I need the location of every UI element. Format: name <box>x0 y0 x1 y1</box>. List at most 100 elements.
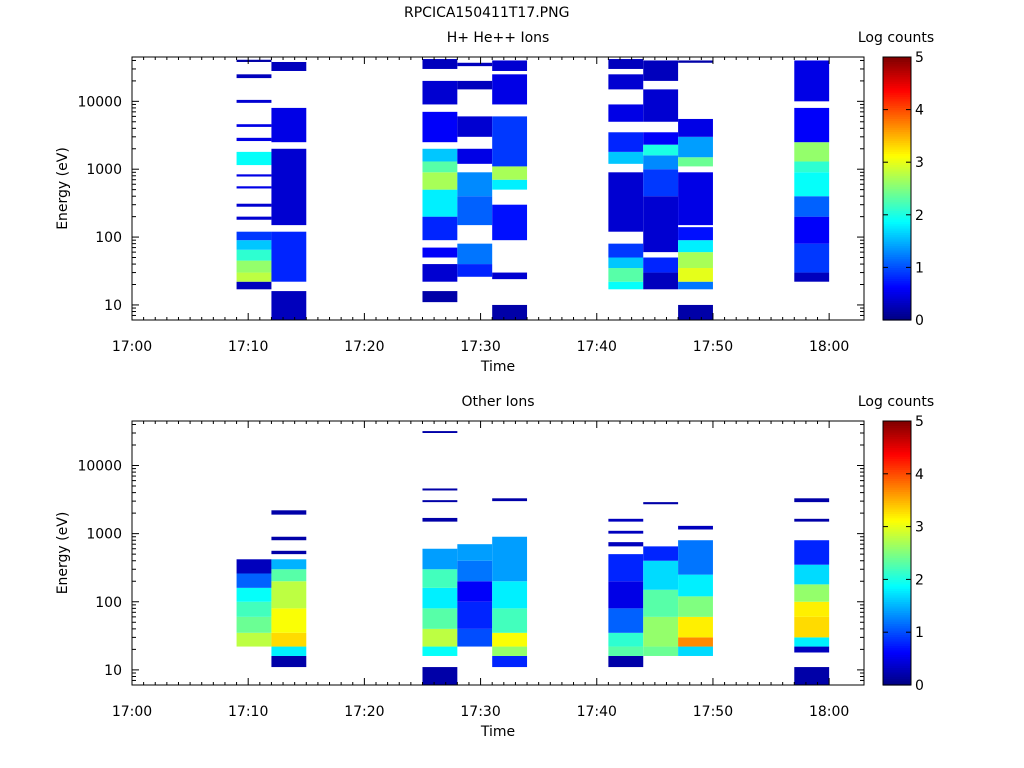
heatmap-cell <box>236 573 272 588</box>
x-axis-label: Time <box>480 359 515 375</box>
colorbar-segment <box>883 429 911 433</box>
colorbar-segment <box>883 550 911 554</box>
heatmap-cell <box>794 498 830 503</box>
plot-frame-2 <box>131 420 865 686</box>
colorbar-segment <box>883 678 911 682</box>
heatmap-cell <box>236 601 272 617</box>
colorbar-segment <box>883 597 911 600</box>
colorbar-segment <box>883 652 911 655</box>
colorbar-segment <box>883 83 911 87</box>
colorbar-segment <box>883 98 911 102</box>
colorbar-segment <box>883 680 911 684</box>
colorbar-segment <box>883 495 911 499</box>
heatmap-cell <box>678 646 713 656</box>
heatmap-cell <box>457 560 493 582</box>
colorbar-segment <box>883 555 911 558</box>
heatmap-cell <box>236 216 272 220</box>
colorbar-segment <box>883 654 911 657</box>
colorbar-segment <box>883 164 911 168</box>
colorbar-segment <box>883 300 911 304</box>
heatmap-cell <box>678 157 713 167</box>
heatmap-cell <box>236 616 272 633</box>
heatmap-cell <box>236 186 272 189</box>
colorbar-frame <box>882 420 912 686</box>
colorbar-segment <box>883 258 911 262</box>
colorbar-segment <box>883 509 911 512</box>
heatmap-cell <box>678 596 713 617</box>
colorbar-segment <box>883 181 911 185</box>
colorbar-segment <box>883 236 911 240</box>
y-tick-label: 10 <box>104 663 122 679</box>
heatmap-cell <box>271 231 307 282</box>
colorbar-segment <box>883 581 911 585</box>
heatmap-cell <box>422 59 458 69</box>
panel-title: H+ He++ Ions <box>447 30 550 46</box>
colorbar-segment <box>883 265 911 268</box>
colorbar-segment <box>883 621 911 624</box>
heatmap-cell <box>678 172 713 226</box>
colorbar-segment <box>883 451 911 455</box>
colorbar-segment <box>883 282 911 286</box>
heatmap-cell <box>271 608 307 633</box>
colorbar-segment <box>883 278 911 282</box>
heatmap-cell <box>271 536 307 541</box>
colorbar-segment <box>883 522 911 525</box>
colorbar-segment <box>883 577 911 580</box>
x-tick-label: 17:10 <box>228 339 268 355</box>
heatmap-cell <box>236 174 272 177</box>
colorbar-segment <box>883 267 911 271</box>
heatmap-cell <box>794 272 830 282</box>
heatmap-cell <box>422 569 458 588</box>
heatmap-cell <box>794 196 830 217</box>
colorbar-segment <box>883 645 911 649</box>
heatmap-cell <box>643 132 679 145</box>
colorbar-tick-label: 1 <box>915 260 924 276</box>
heatmap-cell <box>794 667 830 685</box>
y-tick-label: 1000 <box>86 527 122 543</box>
heatmap-cell <box>271 559 307 570</box>
heatmap-cell <box>794 243 830 273</box>
colorbar-segment <box>883 155 911 159</box>
heatmap-cell <box>457 581 493 602</box>
colorbar-segment <box>883 238 911 242</box>
colorbar-segment <box>883 298 911 301</box>
colorbar-segment <box>883 482 911 486</box>
heatmap-cell <box>422 667 458 685</box>
heatmap-cell <box>794 637 830 647</box>
colorbar-segment <box>883 276 911 279</box>
colorbar-segment <box>883 57 911 60</box>
heatmap-cell <box>608 530 644 534</box>
colorbar-segment <box>883 254 911 258</box>
colorbar-segment <box>883 232 911 236</box>
colorbar-segment <box>883 234 911 238</box>
colorbar-segment <box>883 120 911 124</box>
colorbar-label: Log counts <box>858 394 934 410</box>
colorbar-segment <box>883 72 911 76</box>
colorbar-segment <box>883 113 911 117</box>
colorbar-segment <box>883 546 911 550</box>
heatmap-cell <box>271 291 307 320</box>
colorbar-segment <box>883 608 911 611</box>
heatmap-cell <box>271 107 307 143</box>
heatmap-cell <box>422 628 458 647</box>
heatmap-cell <box>678 574 713 597</box>
colorbar-segment <box>883 542 911 545</box>
colorbar-segment <box>883 465 911 468</box>
colorbar-segment <box>883 627 911 631</box>
colorbar-segment <box>883 175 911 179</box>
heatmap-cell <box>492 632 528 647</box>
heatmap-cell <box>608 151 644 164</box>
colorbar-segment <box>883 122 911 126</box>
colorbar-segment <box>883 643 911 646</box>
colorbar-segment <box>883 682 911 686</box>
heatmap-cell <box>422 111 458 143</box>
colorbar-segment <box>883 478 911 481</box>
colorbar-segment <box>883 467 911 470</box>
colorbar-segment <box>883 500 911 503</box>
colorbar-tick-label: 2 <box>915 208 924 224</box>
heatmap-cell <box>422 80 458 105</box>
heatmap-cell <box>608 655 644 668</box>
colorbar-segment <box>883 614 911 618</box>
heatmap-cell <box>422 189 458 217</box>
colorbar-segment <box>883 212 911 216</box>
